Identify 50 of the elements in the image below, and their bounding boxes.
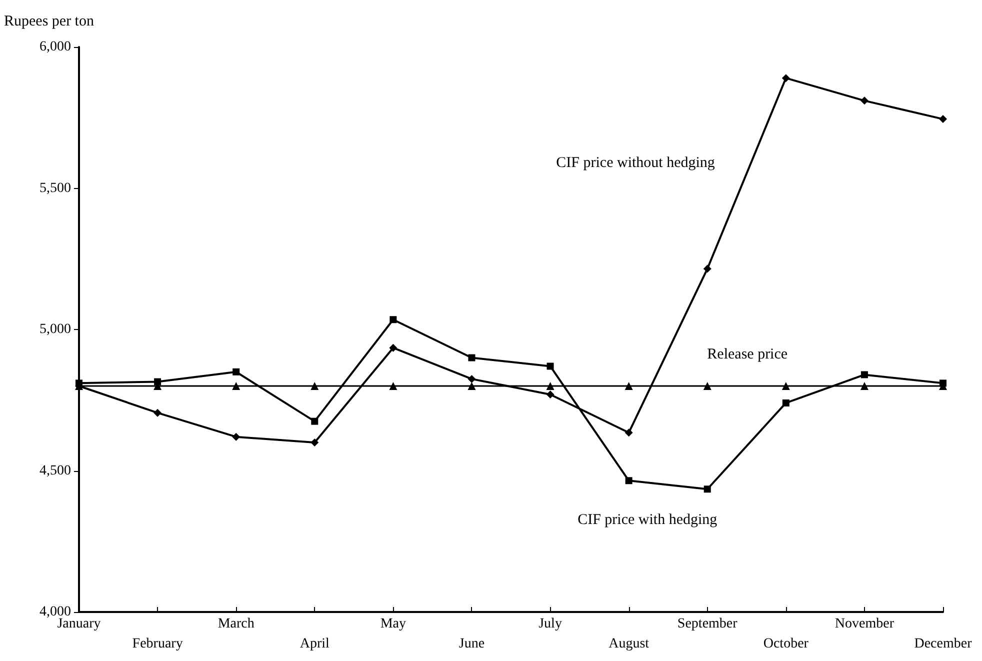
- x-tick-label: September: [677, 616, 738, 632]
- point: [703, 264, 712, 273]
- point: [782, 382, 790, 390]
- point: [704, 486, 711, 493]
- point: [939, 115, 947, 124]
- x-tick-label: March: [218, 616, 254, 632]
- x-tick-label: January: [57, 616, 101, 632]
- point: [310, 438, 319, 446]
- y-tick-label: 4,500: [40, 463, 71, 478]
- point: [860, 382, 868, 390]
- x-tick-label: August: [608, 636, 650, 652]
- point: [154, 408, 162, 417]
- point: [389, 382, 398, 390]
- point: [232, 432, 240, 441]
- point: [310, 382, 319, 390]
- point: [468, 374, 476, 383]
- x-tick-label: October: [763, 636, 809, 652]
- point: [232, 382, 240, 390]
- point: [546, 390, 554, 398]
- point: [468, 354, 476, 362]
- point: [624, 382, 633, 390]
- series-label: Release price: [707, 346, 788, 362]
- point: [625, 477, 632, 484]
- point: [546, 362, 554, 370]
- text: CIF price without hedging: [556, 155, 716, 172]
- y-tick-label: 6,000: [40, 40, 71, 54]
- point: [782, 399, 790, 406]
- x-tick-label: November: [834, 616, 894, 632]
- point: [389, 344, 398, 352]
- point: [624, 428, 633, 437]
- x-tick-label: April: [300, 636, 330, 652]
- point: [311, 418, 318, 425]
- x-tick-label: May: [380, 616, 406, 632]
- x-tick-label: February: [132, 636, 183, 652]
- point: [468, 382, 476, 390]
- point: [860, 96, 868, 105]
- series-label: CIF price with hedging: [578, 512, 718, 528]
- x-tick-label: July: [538, 616, 562, 632]
- x-tick-label: June: [458, 636, 485, 652]
- point: [546, 382, 554, 390]
- point: [860, 371, 868, 378]
- y-tick-label: 5,000: [40, 322, 71, 337]
- y-tick-label: 5,500: [40, 180, 71, 196]
- point: [390, 316, 397, 324]
- y-axis-title: Rupees per ton: [4, 14, 94, 30]
- point: [703, 382, 712, 390]
- x-tick-label: December: [914, 636, 972, 652]
- point: [232, 368, 240, 376]
- point: [782, 74, 790, 82]
- y-tick-label: 4,000: [40, 604, 71, 620]
